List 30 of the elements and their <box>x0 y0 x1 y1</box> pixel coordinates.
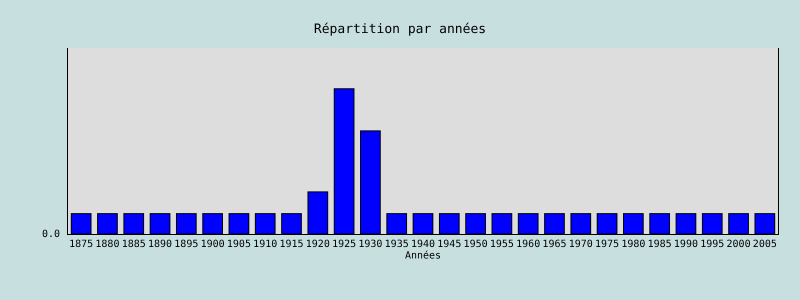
x-tick-label: 1875 <box>69 239 94 250</box>
x-tick-label: 1925 <box>332 239 356 250</box>
x-tick-label: 1905 <box>226 239 251 250</box>
x-tick-label: 1955 <box>490 239 514 250</box>
x-tick-label: 1960 <box>516 239 540 250</box>
x-tick-label: 1910 <box>253 239 278 250</box>
x-tick-label: 1970 <box>568 239 593 250</box>
x-tick-label: 2005 <box>752 239 777 250</box>
x-tick-label: 1980 <box>621 239 646 250</box>
chart-title: Répartition par années <box>314 22 486 38</box>
x-axis-title: Années <box>404 250 442 262</box>
x-tick-label: 1915 <box>279 239 304 250</box>
x-tick-label: 1945 <box>437 239 462 250</box>
x-tick-label: 1965 <box>542 239 567 250</box>
x-tick-label: 1990 <box>674 239 698 250</box>
x-tick-label: 1930 <box>358 239 382 250</box>
x-tick-label: 1900 <box>200 239 225 250</box>
x-tick-label: 1940 <box>410 239 436 250</box>
x-tick-label: 1935 <box>384 239 409 250</box>
x-tick-label: 1995 <box>700 239 724 250</box>
x-tick-label: 1895 <box>174 239 198 250</box>
x-tick-label: 1985 <box>648 239 672 250</box>
x-tick-label: 1950 <box>464 239 488 250</box>
text: 0.0 <box>42 229 60 240</box>
x-tick-label: 1880 <box>95 239 120 250</box>
x-tick-label: 2000 <box>726 239 751 250</box>
x-tick-label: 1890 <box>148 239 172 250</box>
x-tick-label: 1975 <box>595 239 620 250</box>
x-tick-label: 1920 <box>306 239 330 250</box>
x-tick-label: 1885 <box>122 239 146 250</box>
